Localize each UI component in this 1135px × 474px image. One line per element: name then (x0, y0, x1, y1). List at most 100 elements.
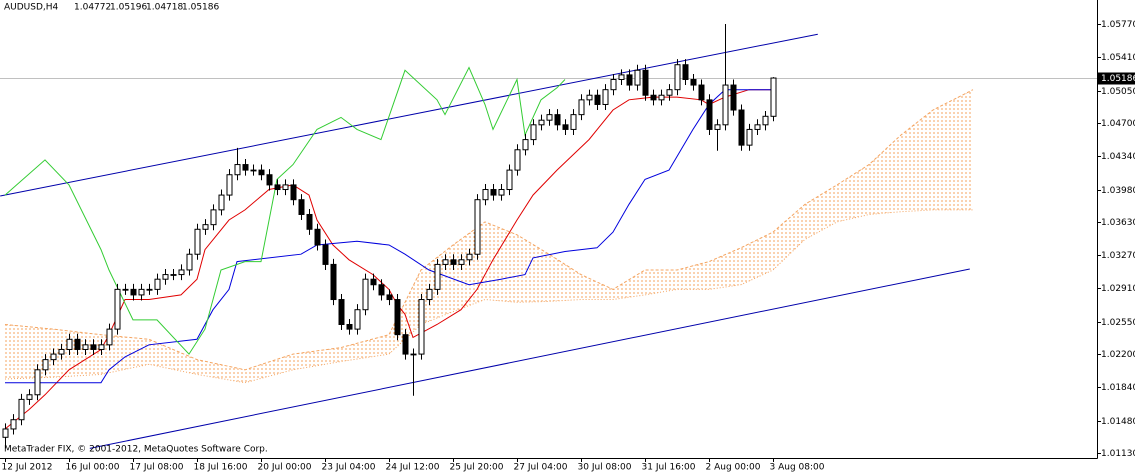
candle-body (762, 115, 769, 126)
x-tick-label: 12 Jul 2012 (2, 463, 53, 473)
candle-body (194, 228, 201, 255)
candle-body (146, 288, 153, 291)
candle-body (210, 209, 217, 226)
candle-body (34, 369, 41, 396)
candle-body (154, 278, 161, 290)
x-tick-label: 17 Jul 08:00 (130, 463, 184, 473)
y-tick-label: 1.02200 (1101, 350, 1135, 360)
y-tick-label: 1.01480 (1101, 417, 1135, 427)
candle-body (402, 334, 409, 355)
cloud-span-b (4, 209, 973, 384)
y-tick-label: 1.04340 (1101, 152, 1135, 162)
candle-body (554, 114, 561, 126)
candle-body (610, 79, 617, 91)
candle-body (74, 338, 81, 350)
candle-body (274, 184, 281, 191)
candle-body (354, 309, 361, 330)
candle-body (450, 259, 457, 265)
candle-body (562, 124, 569, 130)
candle-body (258, 169, 265, 176)
candle-body (90, 344, 97, 350)
candle-body (346, 324, 353, 330)
candle-body (162, 274, 169, 280)
candle-body (434, 263, 441, 290)
candle-body (306, 213, 313, 230)
y-tick-label: 1.03270 (1101, 251, 1135, 261)
candle-body (490, 189, 497, 196)
cloud-span-a (4, 89, 974, 371)
candle-body (282, 184, 289, 191)
candle-body (594, 94, 601, 105)
price-tag-label: 1.05186 (1101, 74, 1135, 84)
candle-body (754, 124, 761, 130)
candle-body (66, 338, 73, 350)
candle-body (506, 169, 513, 191)
candle-body (522, 139, 529, 151)
candle-body (530, 124, 537, 141)
candle-body (618, 74, 625, 81)
y-tick-label: 1.05050 (1101, 87, 1135, 97)
candle-body (98, 344, 105, 350)
candle-body (2, 428, 9, 438)
candle-body (58, 348, 65, 355)
x-tick-label: 16 Jul 00:00 (66, 463, 120, 473)
candle-body (738, 109, 745, 146)
price-tag (1098, 72, 1135, 85)
candle-body (666, 89, 673, 96)
x-tick-label: 18 Jul 16:00 (194, 463, 248, 473)
candle-body (290, 184, 297, 201)
x-tick-label: 2 Aug 00:00 (706, 463, 761, 473)
header-value: 1.05186 (182, 3, 219, 13)
candle-body (298, 199, 305, 215)
x-tick-label: 25 Jul 20:00 (450, 463, 504, 473)
candle-body (714, 124, 721, 130)
candle-body (410, 353, 417, 356)
x-tick-label: 30 Jul 08:00 (578, 463, 632, 473)
candle-body (730, 84, 737, 111)
candle-body (338, 299, 345, 326)
cloud-fill (5, 89, 973, 383)
candle-body (226, 174, 233, 196)
candle-body (674, 64, 681, 91)
candle-body (690, 79, 697, 86)
candle-body (546, 114, 553, 121)
x-tick-label: 3 Aug 08:00 (770, 463, 825, 473)
x-tick-label: 31 Jul 16:00 (642, 463, 696, 473)
candle-body (178, 269, 185, 276)
candle-body (386, 294, 393, 301)
candle-body (242, 164, 249, 171)
y-tick-label: 1.02910 (1101, 284, 1135, 294)
candle-body (658, 94, 665, 101)
y-tick-label: 1.05770 (1101, 20, 1135, 30)
candle-body (498, 189, 505, 196)
candle-body (26, 394, 33, 400)
candle-body (418, 299, 425, 355)
candle-body (170, 274, 177, 276)
x-tick-label: 20 Jul 00:00 (258, 463, 312, 473)
candle-body (586, 94, 593, 101)
candle-body (202, 224, 209, 230)
candle-body (578, 99, 585, 116)
header-value: 1.05196 (110, 3, 147, 13)
candle-body (130, 288, 137, 296)
candle-body (482, 189, 489, 201)
candle-body (314, 228, 321, 246)
candle-body (626, 74, 633, 86)
candle-body (770, 77, 777, 117)
candle-body (570, 114, 577, 130)
candle-body (394, 299, 401, 336)
candle-body (458, 259, 465, 265)
y-tick-label: 1.04700 (1101, 119, 1135, 129)
candle-body (642, 69, 649, 96)
candle-body (378, 284, 385, 296)
y-tick-label: 1.05410 (1101, 53, 1135, 63)
candle-body (138, 288, 145, 296)
candle-body (706, 99, 713, 130)
candle-body (82, 344, 89, 350)
candle-body (106, 328, 113, 346)
x-tick-label: 24 Jul 12:00 (386, 463, 440, 473)
y-tick-label: 1.03980 (1101, 186, 1135, 196)
candle-body (514, 149, 521, 171)
